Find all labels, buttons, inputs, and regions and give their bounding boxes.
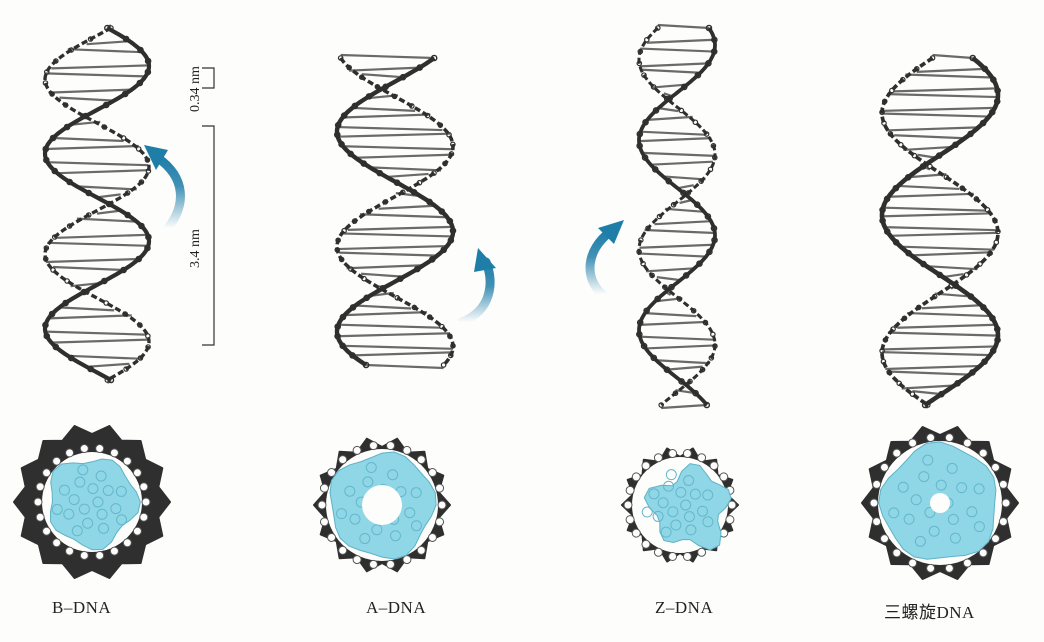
label-z-dna: Z–DNA [655, 598, 714, 617]
dimension-0-34nm: 0.34 nm [188, 66, 203, 112]
z-dna-twist-arrow [585, 220, 624, 299]
z-dna-cross-section [621, 447, 739, 563]
a-dna-twist-arrow [457, 248, 496, 327]
b-dna-twist-arrow [144, 145, 185, 233]
dimension-3-4nm: 3.4 nm [188, 229, 203, 268]
a-dna-helix [333, 53, 457, 370]
b-dna-helix [42, 24, 152, 384]
triple-helix [879, 53, 1001, 409]
label-b-dna: B–DNA [52, 598, 112, 617]
triple-dna-cross-section [861, 426, 1019, 580]
label-triple-dna: 三螺旋DNA [884, 603, 975, 622]
z-dna-helix [636, 23, 718, 410]
scale-brackets [202, 67, 215, 346]
b-dna-cross-section [13, 425, 171, 579]
a-dna-cross-section [313, 437, 451, 573]
label-a-dna: A–DNA [366, 598, 427, 617]
